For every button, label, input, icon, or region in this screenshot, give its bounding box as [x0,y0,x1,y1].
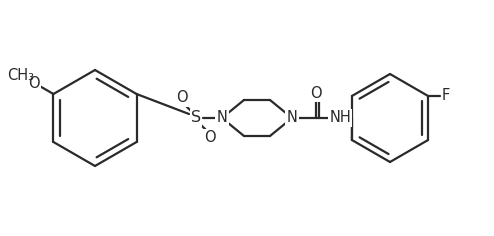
Text: N: N [287,110,297,126]
Text: O: O [29,76,40,90]
Text: N: N [287,110,297,126]
Text: S: S [191,110,201,126]
Text: N: N [216,110,227,126]
Text: O: O [310,85,322,101]
Text: F: F [442,88,450,104]
Text: O: O [204,131,216,146]
Text: N: N [216,110,227,126]
Text: CH₃: CH₃ [7,67,35,83]
Text: O: O [176,90,188,105]
Text: NH: NH [329,110,351,126]
